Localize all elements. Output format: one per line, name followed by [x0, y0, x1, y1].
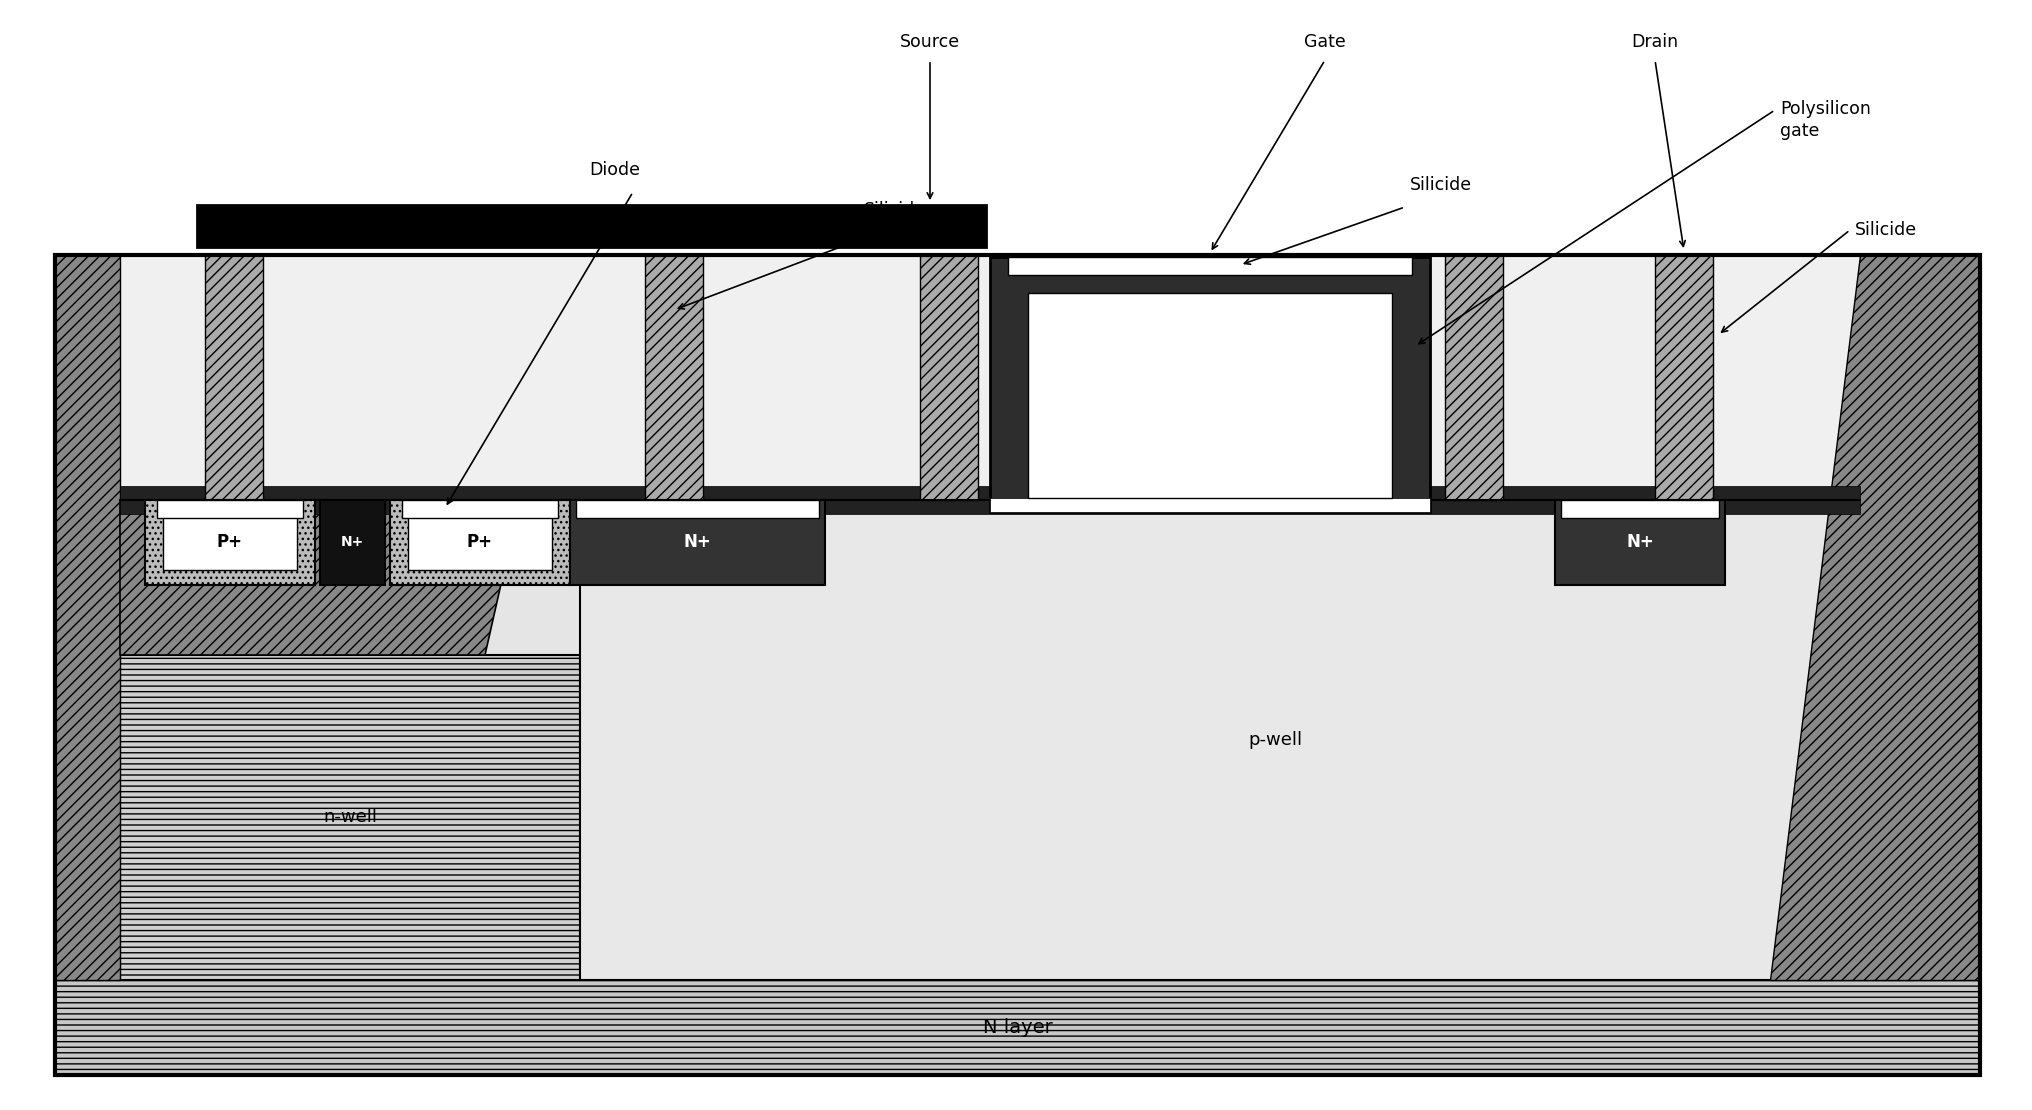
Text: Silicide: Silicide [864, 201, 927, 219]
Bar [1654, 255, 1713, 500]
Bar [569, 500, 825, 585]
Bar [205, 255, 262, 500]
Bar [575, 500, 819, 518]
Text: p-well: p-well [1248, 731, 1300, 749]
Polygon shape [120, 500, 520, 655]
Bar [319, 500, 384, 585]
Bar [644, 255, 703, 500]
Bar [55, 255, 1979, 1074]
Bar [120, 486, 1859, 514]
Bar [579, 500, 1914, 980]
Bar [1561, 500, 1719, 518]
Bar [156, 500, 303, 518]
Bar [163, 515, 297, 571]
Bar [55, 980, 1979, 1074]
Bar [920, 255, 977, 500]
Bar [390, 500, 569, 585]
Text: Polysilicon
gate: Polysilicon gate [1780, 100, 1869, 140]
Text: n-well: n-well [323, 808, 376, 827]
Text: N+: N+ [1626, 534, 1654, 552]
Text: P+: P+ [217, 534, 244, 552]
Bar [1008, 258, 1412, 275]
Bar [197, 205, 986, 248]
Bar [1445, 255, 1502, 500]
Text: Silicide: Silicide [1410, 176, 1471, 194]
Bar [120, 255, 1859, 500]
Text: N layer: N layer [981, 1018, 1053, 1037]
Polygon shape [1770, 255, 1979, 980]
Text: Diode: Diode [589, 161, 640, 179]
Text: Drain: Drain [1630, 33, 1678, 51]
Bar [408, 515, 553, 571]
Bar [55, 255, 1979, 980]
Text: Gate: Gate [1303, 33, 1345, 51]
Bar [144, 500, 315, 585]
Text: Silicide: Silicide [1853, 221, 1916, 239]
Text: Source: Source [900, 33, 959, 51]
Text: N+: N+ [683, 534, 711, 552]
Text: N+: N+ [341, 535, 364, 549]
Bar [1028, 293, 1392, 498]
Bar [1554, 500, 1723, 585]
Text: P+: P+ [467, 534, 492, 552]
Bar [402, 500, 557, 518]
Bar [990, 498, 1428, 512]
Bar [990, 258, 1428, 512]
Bar [55, 255, 120, 980]
Bar [120, 655, 579, 980]
